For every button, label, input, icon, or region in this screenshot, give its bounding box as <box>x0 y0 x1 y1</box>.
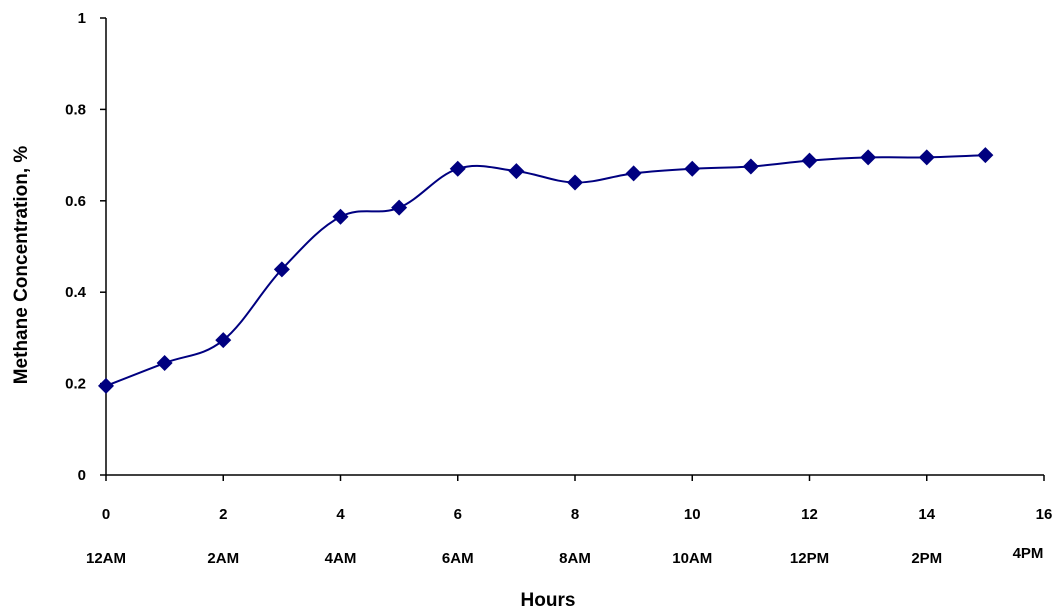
data-point-marker <box>156 355 173 372</box>
y-tick-marks <box>100 17 106 476</box>
data-point-marker <box>918 149 935 166</box>
y-tick-labels: 0 0.2 0.4 0.6 0.8 1 <box>65 10 87 484</box>
data-point-marker <box>567 174 583 191</box>
data-point-marker <box>273 261 290 278</box>
time-labels: 12AM 2AM 4AM 6AM 8AM 10AM 12PM 2PM 4PM <box>86 545 1043 567</box>
y-tick-label: 1 <box>78 10 86 27</box>
time-label: 12AM <box>86 550 126 567</box>
data-point-marker <box>742 158 759 175</box>
time-label: 2PM <box>911 550 942 567</box>
x-tick-label: 8 <box>571 506 579 523</box>
time-label: 12PM <box>790 550 829 567</box>
data-point-marker <box>801 152 818 169</box>
x-tick-label: 0 <box>102 506 110 523</box>
data-point-marker <box>684 160 701 177</box>
x-tick-label: 12 <box>801 506 818 523</box>
data-point-marker <box>98 377 114 394</box>
x-tick-label: 6 <box>454 506 462 523</box>
time-label: 8AM <box>559 550 591 567</box>
data-point-marker <box>860 149 877 166</box>
time-label: 10AM <box>672 550 712 567</box>
series-layer <box>98 147 994 394</box>
y-tick-label: 0 <box>78 467 86 484</box>
data-point-marker <box>977 147 994 164</box>
time-label: 4PM <box>1013 545 1044 562</box>
x-tick-marks <box>105 475 1045 481</box>
data-point-marker <box>332 208 349 225</box>
series-line <box>105 154 986 387</box>
y-tick-label: 0.2 <box>65 376 86 393</box>
data-point-marker <box>508 163 525 180</box>
x-tick-labels: 0 2 4 6 8 10 12 14 16 <box>102 506 1053 523</box>
y-tick-label: 0.6 <box>65 193 86 210</box>
data-point-marker <box>215 332 232 349</box>
time-label: 4AM <box>325 550 357 567</box>
y-axis-title: Methane Concentration, % <box>11 146 32 385</box>
data-point-marker <box>449 160 466 177</box>
data-point-marker <box>625 165 642 182</box>
x-tick-label: 16 <box>1036 506 1053 523</box>
data-point-marker <box>391 199 408 216</box>
time-label: 2AM <box>207 550 239 567</box>
x-tick-label: 10 <box>684 506 701 523</box>
y-tick-label: 0.8 <box>65 101 86 118</box>
time-label: 6AM <box>442 550 474 567</box>
y-tick-label: 0.4 <box>65 284 87 301</box>
x-tick-label: 14 <box>918 506 935 523</box>
x-tick-label: 4 <box>336 506 345 523</box>
x-tick-label: 2 <box>219 506 227 523</box>
x-axis-title: Hours <box>521 590 576 610</box>
plot-area: 0 0.2 0.4 0.6 0.8 1 0 2 4 6 8 10 12 14 16 12AM 2AM 4AM 6… <box>65 10 1052 567</box>
